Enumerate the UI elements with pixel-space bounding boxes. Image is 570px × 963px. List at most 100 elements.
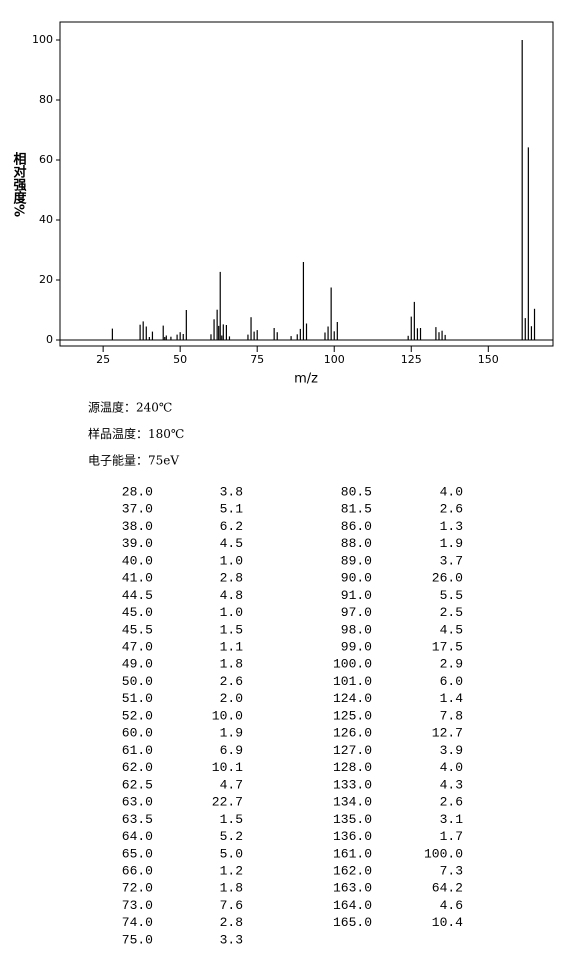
mz-cell: 52.0 [122,708,153,723]
intensity-cell: 4.0 [440,484,463,499]
intensity-cell: 3.1 [440,812,464,827]
intensity-cell: 1.7 [440,829,463,844]
mz-cell: 37.0 [122,502,153,517]
mz-cell: 80.5 [341,484,372,499]
intensity-cell: 4.5 [440,622,463,637]
y-tick-label: 80 [39,93,53,106]
intensity-cell: 17.5 [432,640,463,655]
mz-cell: 40.0 [122,553,153,568]
mz-cell: 164.0 [333,898,372,913]
mz-cell: 41.0 [122,571,153,586]
condition: 源温度：240℃ [88,400,172,415]
mz-cell: 90.0 [341,571,372,586]
intensity-cell: 2.8 [220,571,243,586]
mz-cell: 51.0 [122,691,153,706]
intensity-cell: 2.5 [440,605,463,620]
mz-cell: 62.0 [122,760,153,775]
intensity-cell: 1.8 [220,881,243,896]
mz-cell: 66.0 [122,863,153,878]
intensity-cell: 3.3 [220,932,243,947]
mz-cell: 101.0 [333,674,372,689]
intensity-cell: 6.9 [220,743,243,758]
x-tick-label: 25 [96,353,110,366]
intensity-cell: 1.8 [220,657,243,672]
mz-cell: 88.0 [341,536,372,551]
y-tick-label: 60 [39,153,53,166]
intensity-cell: 4.0 [440,760,463,775]
intensity-cell: 2.6 [440,795,463,810]
condition: 样品温度：180℃ [88,426,184,441]
mz-cell: 100.0 [333,657,372,672]
mz-cell: 39.0 [122,536,153,551]
intensity-cell: 4.5 [220,536,243,551]
intensity-cell: 10.0 [212,708,243,723]
plot-frame [59,21,554,347]
intensity-cell: 2.6 [440,502,463,517]
mz-cell: 127.0 [333,743,372,758]
intensity-cell: 5.5 [440,588,463,603]
mz-cell: 97.0 [341,605,372,620]
mz-cell: 86.0 [341,519,372,534]
intensity-cell: 2.9 [440,657,463,672]
mz-cell: 98.0 [341,622,372,637]
y-tick-label: 0 [46,333,53,346]
mz-cell: 134.0 [333,795,372,810]
mz-cell: 45.0 [122,605,153,620]
intensity-cell: 5.1 [220,502,244,517]
intensity-cell: 4.7 [220,777,243,792]
x-tick-label: 100 [324,353,345,366]
mz-cell: 128.0 [333,760,372,775]
intensity-cell: 4.3 [440,777,463,792]
intensity-cell: 1.1 [220,640,244,655]
intensity-cell: 7.6 [220,898,243,913]
y-tick-label: 20 [39,273,53,286]
mz-cell: 73.0 [122,898,153,913]
intensity-cell: 5.2 [220,829,243,844]
mz-cell: 99.0 [341,640,372,655]
mz-cell: 74.0 [122,915,153,930]
condition: 电子能量：75eV [88,454,179,468]
mz-cell: 135.0 [333,812,372,827]
mz-cell: 50.0 [122,674,153,689]
mz-cell: 49.0 [122,657,153,672]
mz-cell: 47.0 [122,640,153,655]
intensity-cell: 3.9 [440,743,463,758]
intensity-cell: 2.8 [220,915,243,930]
mz-cell: 72.0 [122,881,153,896]
x-tick-label: 125 [401,353,422,366]
x-tick-label: 50 [173,353,187,366]
x-axis-title: m/z [294,372,318,387]
intensity-cell: 100.0 [424,846,463,861]
y-tick-label: 100 [32,33,53,46]
intensity-cell: 7.3 [440,863,463,878]
intensity-cell: 1.0 [220,605,243,620]
mz-cell: 124.0 [333,691,372,706]
mz-cell: 64.0 [122,829,153,844]
intensity-cell: 1.9 [440,536,463,551]
mz-cell: 89.0 [341,553,372,568]
intensity-cell: 1.9 [220,726,243,741]
mz-cell: 125.0 [333,708,372,723]
intensity-cell: 10.1 [212,760,243,775]
intensity-cell: 1.5 [220,812,243,827]
mz-cell: 38.0 [122,519,153,534]
intensity-cell: 3.8 [220,484,243,499]
mz-cell: 44.5 [122,588,153,603]
x-tick-label: 150 [478,353,499,366]
intensity-cell: 1.0 [220,553,243,568]
mz-cell: 161.0 [333,846,372,861]
y-axis-title: 相对强度% [11,151,27,217]
mz-cell: 126.0 [333,726,372,741]
intensity-cell: 12.7 [432,726,463,741]
mz-cell: 45.5 [122,622,153,637]
x-tick-label: 75 [250,353,264,366]
y-tick-label: 40 [39,213,53,226]
intensity-cell: 5.0 [220,846,243,861]
intensity-cell: 1.2 [220,863,243,878]
intensity-cell: 22.7 [212,795,243,810]
mz-cell: 163.0 [333,881,372,896]
intensity-cell: 1.3 [440,519,463,534]
mz-cell: 63.5 [122,812,153,827]
